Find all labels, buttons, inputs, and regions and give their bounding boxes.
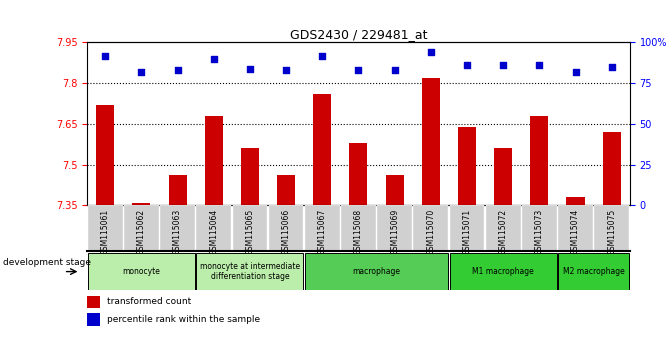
Bar: [522, 205, 557, 251]
Point: [353, 67, 364, 73]
Point: [425, 50, 436, 55]
Point: [317, 53, 328, 58]
Point: [606, 64, 617, 70]
Point: [570, 69, 581, 75]
Bar: [341, 205, 376, 251]
Text: macrophage: macrophage: [352, 267, 401, 276]
Bar: [385, 176, 403, 205]
Text: GSM115066: GSM115066: [281, 209, 291, 255]
Bar: [132, 202, 150, 205]
Bar: [422, 78, 440, 205]
Bar: [196, 253, 304, 290]
Bar: [88, 205, 123, 251]
Bar: [558, 253, 629, 290]
Bar: [450, 253, 557, 290]
Bar: [87, 313, 100, 326]
Bar: [494, 148, 512, 205]
Point: [389, 67, 400, 73]
Bar: [566, 197, 584, 205]
Bar: [87, 296, 100, 308]
Bar: [558, 205, 593, 251]
Bar: [603, 132, 620, 205]
Text: GSM115068: GSM115068: [354, 209, 363, 255]
Bar: [160, 205, 195, 251]
Text: GSM115072: GSM115072: [498, 209, 508, 255]
Bar: [241, 148, 259, 205]
Point: [208, 56, 219, 62]
Text: transformed count: transformed count: [107, 297, 191, 307]
Bar: [594, 205, 629, 251]
Point: [281, 67, 291, 73]
Bar: [450, 205, 484, 251]
Text: percentile rank within the sample: percentile rank within the sample: [107, 315, 260, 324]
Bar: [305, 205, 340, 251]
Text: GSM115064: GSM115064: [209, 209, 218, 255]
Bar: [413, 205, 448, 251]
Text: GSM115067: GSM115067: [318, 209, 327, 255]
Text: GSM115075: GSM115075: [607, 209, 616, 255]
Text: GSM115069: GSM115069: [390, 209, 399, 255]
Point: [462, 62, 472, 68]
Bar: [313, 94, 331, 205]
Bar: [124, 205, 159, 251]
Text: development stage: development stage: [3, 258, 91, 267]
Point: [172, 67, 183, 73]
Title: GDS2430 / 229481_at: GDS2430 / 229481_at: [289, 28, 427, 41]
Text: GSM115061: GSM115061: [100, 209, 110, 255]
Text: GSM115074: GSM115074: [571, 209, 580, 255]
Text: GSM115062: GSM115062: [137, 209, 146, 255]
Bar: [350, 143, 367, 205]
Point: [245, 66, 255, 72]
Text: GSM115073: GSM115073: [535, 209, 544, 255]
Text: monocyte at intermediate
differentiation stage: monocyte at intermediate differentiation…: [200, 262, 300, 281]
Bar: [232, 205, 267, 251]
Text: monocyte: monocyte: [123, 267, 160, 276]
Point: [136, 69, 147, 75]
Bar: [277, 176, 295, 205]
Bar: [204, 116, 222, 205]
Text: GSM115063: GSM115063: [173, 209, 182, 255]
Bar: [458, 127, 476, 205]
Bar: [305, 253, 448, 290]
Point: [498, 62, 509, 68]
Bar: [530, 116, 548, 205]
Bar: [169, 176, 186, 205]
Bar: [486, 205, 521, 251]
Text: GSM115065: GSM115065: [245, 209, 255, 255]
Bar: [96, 105, 114, 205]
Text: M1 macrophage: M1 macrophage: [472, 267, 534, 276]
Bar: [196, 205, 231, 251]
Bar: [88, 253, 195, 290]
Point: [534, 62, 545, 68]
Bar: [269, 205, 304, 251]
Point: [100, 53, 111, 58]
Text: GSM115071: GSM115071: [462, 209, 472, 255]
Bar: [377, 205, 412, 251]
Text: M2 macrophage: M2 macrophage: [563, 267, 624, 276]
Text: GSM115070: GSM115070: [426, 209, 436, 255]
